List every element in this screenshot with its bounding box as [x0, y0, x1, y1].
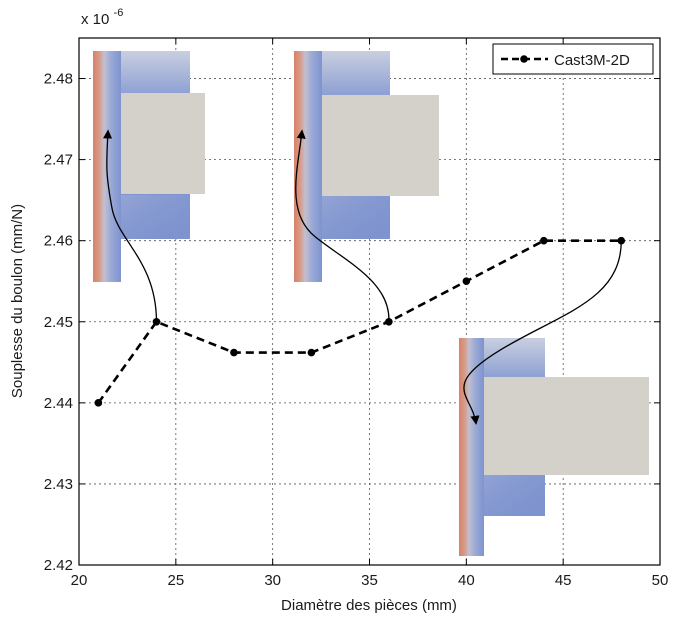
legend-box [492, 43, 654, 75]
fem-inset-2 [294, 51, 439, 282]
legend: Cast3M-2D [492, 43, 654, 75]
inset-arrow [103, 129, 158, 322]
x-tick-label: 50 [652, 572, 669, 589]
x-tick-label: 40 [458, 572, 475, 589]
data-point [94, 399, 103, 407]
x-tick-label: 45 [555, 572, 572, 589]
y-tick-label: 2.46 [44, 233, 73, 250]
data-point [540, 236, 548, 245]
y-axis: 2.42 2.43 2.44 2.45 2.46 2.47 2.48 [44, 71, 660, 574]
fem-inset-3 [459, 338, 649, 556]
inset-arrows [103, 129, 622, 425]
y-tick-label: 2.45 [44, 314, 73, 331]
x-tick-label: 25 [167, 572, 184, 589]
x-axis-label: Diamètre des pièces (mm) [281, 597, 457, 614]
y-tick-label: 2.44 [44, 395, 73, 412]
y-tick-label: 2.48 [44, 71, 73, 88]
legend-marker [520, 55, 528, 63]
y-multiplier-base: x 10 [81, 11, 109, 28]
inset-arrow [463, 240, 622, 425]
x-tick-label: 20 [71, 572, 88, 589]
data-point [385, 317, 393, 326]
data-point [307, 348, 316, 357]
x-tick-label: 30 [264, 572, 281, 589]
y-multiplier-label: x 10 -6 [81, 7, 123, 28]
y-multiplier-exponent: -6 [114, 7, 124, 19]
data-point [152, 317, 161, 326]
series-cast3m-2d [94, 236, 626, 407]
fem-inset-1 [93, 51, 205, 282]
y-tick-label: 2.47 [44, 152, 73, 169]
data-point [462, 277, 471, 286]
y-tick-label: 2.42 [44, 557, 73, 574]
x-axis: 20 25 30 35 40 45 50 [71, 38, 669, 589]
y-axis-label: Souplesse du boulon (mm/N) [9, 204, 26, 398]
legend-entry-cast3m-2d: Cast3M-2D [554, 52, 630, 69]
x-tick-label: 35 [361, 572, 378, 589]
series-line [97, 239, 622, 404]
data-point [230, 348, 238, 357]
y-tick-label: 2.43 [44, 476, 73, 493]
data-point [617, 236, 626, 245]
inset-arrow [295, 129, 390, 322]
